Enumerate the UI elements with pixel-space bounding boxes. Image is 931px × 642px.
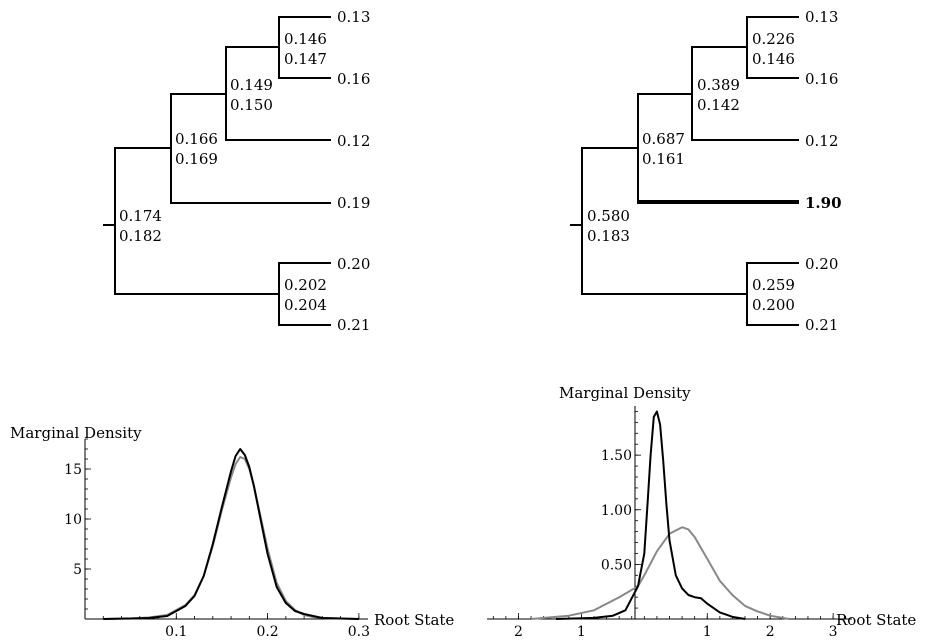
- tip-label: 0.20: [337, 255, 370, 273]
- x-tick-label: 1: [703, 624, 712, 640]
- tip-label-highlighted: 1.90: [805, 194, 842, 212]
- density-curve-black: [103, 448, 359, 620]
- x-axis-title: Root State: [374, 611, 454, 629]
- y-axis-title: Marginal Density: [559, 384, 691, 402]
- node-label: 0.226: [752, 30, 795, 48]
- node-label: 0.182: [119, 227, 162, 245]
- node-label: 0.147: [284, 50, 327, 68]
- node-label: 0.389: [697, 76, 740, 94]
- tip-label: 0.12: [805, 132, 838, 150]
- node-label: 0.687: [642, 130, 685, 148]
- y-tick-label: 1.50: [601, 448, 632, 464]
- tip-label: 0.20: [805, 255, 838, 273]
- tip-label: 0.21: [337, 316, 370, 334]
- density-curve-black: [556, 410, 746, 620]
- tip-label: 0.16: [337, 70, 370, 88]
- node-label: 0.169: [175, 150, 218, 168]
- node-label: 0.161: [642, 150, 685, 168]
- tree-right: 0.13 0.16 0.12 1.90 0.20 0.21 0.226 0.14…: [570, 8, 842, 334]
- node-label: 0.142: [697, 96, 740, 114]
- y-tick-label: 0.50: [601, 557, 632, 573]
- y-axis-title: Marginal Density: [10, 424, 142, 442]
- tip-label: 0.12: [337, 132, 370, 150]
- node-label: 0.259: [752, 276, 795, 294]
- node-label: 0.183: [587, 227, 630, 245]
- density-curve-gray: [531, 526, 790, 620]
- tip-label: 0.19: [337, 194, 370, 212]
- x-tick-label: 2: [766, 624, 775, 640]
- tip-label: 0.13: [805, 8, 838, 26]
- node-label: 0.146: [752, 50, 795, 68]
- y-tick-label: 5: [73, 562, 82, 578]
- x-tick-label: 1: [577, 624, 586, 640]
- y-tick-label: 1.00: [601, 503, 632, 519]
- node-label: 0.146: [284, 30, 327, 48]
- node-label: 0.174: [119, 207, 162, 225]
- node-label: 0.204: [284, 296, 327, 314]
- tip-label: 0.16: [805, 70, 838, 88]
- y-tick-label: 10: [64, 512, 82, 528]
- node-label: 0.580: [587, 207, 630, 225]
- tip-label: 0.21: [805, 316, 838, 334]
- density-curve-gray: [103, 456, 359, 620]
- node-label: 0.200: [752, 296, 795, 314]
- x-axis-title: Root State: [836, 611, 916, 629]
- density-plot-left: 0.1 0.2 0.3 5 10 15 Marginal Density Root State: [10, 424, 454, 640]
- node-label: 0.149: [230, 76, 273, 94]
- x-tick-label: 0.2: [256, 624, 278, 640]
- tree-left: 0.13 0.16 0.12 0.19 0.20 0.21 0.146 0.14…: [103, 8, 370, 334]
- node-label: 0.166: [175, 130, 218, 148]
- node-label: 0.150: [230, 96, 273, 114]
- x-tick-label: 0.1: [165, 624, 187, 640]
- node-label: 0.202: [284, 276, 327, 294]
- density-plot-right: 2 1 1 2 3 0.50 1.00 1.50 Marginal Density Root St…: [487, 384, 916, 640]
- x-tick-label: 0.3: [348, 624, 370, 640]
- tip-label: 0.13: [337, 8, 370, 26]
- x-tick-label: 2: [514, 624, 523, 640]
- x-tick-label: 3: [829, 624, 838, 640]
- y-tick-label: 15: [64, 462, 82, 478]
